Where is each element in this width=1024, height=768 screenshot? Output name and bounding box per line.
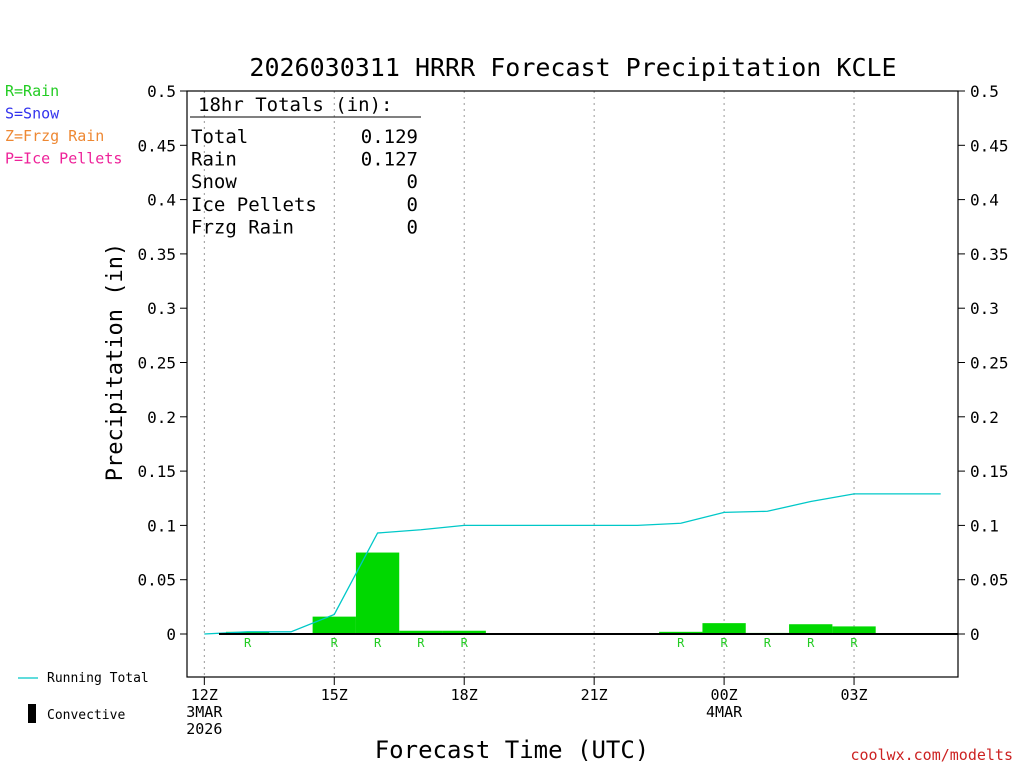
precip-type-legend: R=Rain S=Snow Z=Frzg Rain P=Ice Pellets [5, 82, 122, 168]
bar-13 [789, 624, 833, 634]
type-letter-10: R [677, 636, 685, 650]
type-letter-11: R [720, 636, 728, 650]
y-axis-left: 0 0.05 0.1 0.15 0.2 0.25 0.3 0.35 0.4 0.45 0.5 [137, 82, 187, 644]
chart-title: 2026030311 HRRR Forecast Precipitation K… [249, 53, 896, 82]
bar-5 [442, 630, 486, 634]
y-tick-label-left-8: 0.4 [147, 191, 176, 210]
y-tick-label-left-6: 0.3 [147, 299, 176, 318]
bar-3 [355, 552, 400, 634]
x-tick-label-4-1: 4MAR [706, 703, 743, 721]
plot-frame [186, 90, 959, 678]
series-legend: Running Total Convective [18, 671, 149, 723]
type-letter-5: R [461, 636, 469, 650]
y-tick-label-right-0: 0 [970, 625, 980, 644]
type-legend-item-3: P=Ice Pellets [5, 150, 122, 168]
y-tick-label-left-3: 0.15 [137, 462, 176, 481]
totals-row-label-4: Frzg Rain [191, 216, 294, 238]
y-tick-label-left-4: 0.2 [147, 408, 176, 427]
totals-header: 18hr Totals (in): [198, 94, 392, 116]
bar-2 [312, 616, 356, 634]
type-letter-0: R [244, 636, 252, 650]
bar-series [225, 552, 876, 634]
y-tick-label-right-10: 0.5 [970, 82, 999, 101]
totals-row-label-0: Total [191, 126, 248, 148]
x-tick-label-5-0: 03Z [840, 686, 867, 704]
totals-box: 18hr Totals (in): Total 0.129 Rain 0.127 Sno… [190, 94, 421, 238]
totals-row-value-0: 0.129 [361, 126, 418, 148]
y-tick-label-right-4: 0.2 [970, 408, 999, 427]
x-tick-label-4-0: 00Z [711, 686, 738, 704]
x-tick-label-0-2: 2026 [186, 720, 222, 738]
type-letter-13: R [807, 636, 815, 650]
totals-row-label-3: Ice Pellets [191, 194, 317, 216]
x-tick-label-1-0: 15Z [321, 686, 348, 704]
y-axis-title: Precipitation (in) [103, 243, 128, 481]
type-letter-12: R [764, 636, 772, 650]
x-tick-label-0-1: 3MAR [186, 703, 223, 721]
y-tick-label-right-5: 0.25 [970, 354, 1009, 373]
type-letter-2: R [331, 636, 339, 650]
convective-legend-swatch [28, 704, 36, 723]
running-total-line [204, 493, 941, 635]
y-tick-label-left-1: 0.05 [137, 571, 176, 590]
bar-0 [225, 631, 270, 634]
y-tick-label-right-8: 0.4 [970, 191, 999, 210]
x-tick-label-0-0: 12Z [191, 686, 218, 704]
grid-lines [203, 91, 855, 677]
y-tick-label-right-2: 0.1 [970, 516, 999, 535]
x-axis-title: Forecast Time (UTC) [375, 736, 650, 764]
bar-10 [659, 631, 703, 634]
x-tick-label-2-0: 18Z [451, 686, 478, 704]
credit-text: coolwx.com/modelts [850, 746, 1013, 764]
y-tick-label-right-9: 0.45 [970, 136, 1009, 155]
y-tick-label-left-5: 0.25 [137, 354, 176, 373]
type-letter-3: R [374, 636, 382, 650]
totals-row-value-2: 0 [407, 171, 418, 193]
type-legend-item-2: Z=Frzg Rain [5, 127, 104, 145]
type-letter-4: R [417, 636, 425, 650]
type-legend-item-1: S=Snow [5, 105, 60, 123]
convective-legend-label: Convective [47, 708, 125, 723]
bar-11 [702, 623, 746, 634]
y-tick-label-left-9: 0.45 [137, 136, 176, 155]
bar-4 [399, 630, 443, 634]
type-letter-14: R [850, 636, 858, 650]
x-tick-label-3-0: 21Z [581, 686, 608, 704]
running-total-legend-label: Running Total [47, 671, 149, 686]
totals-row-value-3: 0 [407, 194, 418, 216]
totals-row-value-4: 0 [407, 216, 418, 238]
totals-row-label-1: Rain [191, 149, 237, 171]
y-tick-label-right-6: 0.3 [970, 299, 999, 318]
type-legend-item-0: R=Rain [5, 82, 59, 100]
y-tick-label-left-0: 0 [166, 625, 176, 644]
y-tick-label-right-3: 0.15 [970, 462, 1009, 481]
y-tick-label-left-7: 0.35 [137, 245, 176, 264]
y-tick-label-left-2: 0.1 [147, 516, 176, 535]
bar-14 [832, 626, 876, 634]
y-tick-label-left-10: 0.5 [147, 82, 176, 101]
y-tick-label-right-1: 0.05 [970, 571, 1009, 590]
totals-row-value-1: 0.127 [361, 149, 418, 171]
totals-row-label-2: Snow [191, 171, 237, 193]
y-tick-label-right-7: 0.35 [970, 245, 1009, 264]
y-axis-right: 0 0.05 0.1 0.15 0.2 0.25 0.3 0.35 0.4 0.45 0.5 [958, 82, 1009, 644]
